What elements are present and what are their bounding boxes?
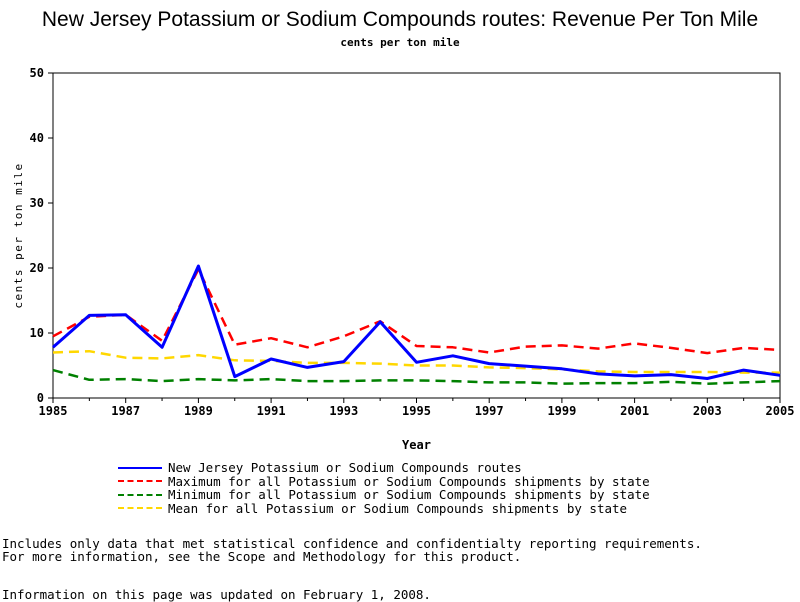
y-tick-label: 50 (30, 66, 44, 80)
legend-swatch (118, 466, 162, 469)
series-line-0 (52, 264, 781, 380)
legend-item: Minimum for all Potassium or Sodium Comp… (118, 487, 650, 503)
legend-swatch (118, 480, 162, 483)
x-tick-label: 1991 (257, 404, 286, 418)
series-line-2 (52, 368, 781, 385)
line-chart: 0 10 20 30 40 50 1985 1987 1989 1991 1993 1995 1997 1… (12, 66, 795, 452)
y-tick-label: 40 (30, 131, 44, 145)
x-tick-label: 1999 (547, 404, 576, 418)
plot-frame (52, 72, 781, 399)
footnote-updated: Information on this page was updated on … (2, 587, 431, 602)
x-tick-label: 1985 (39, 404, 68, 418)
footnote-confidence: Includes only data that met statistical … (2, 536, 702, 551)
x-tick-label: 1989 (184, 404, 213, 418)
legend-label: Minimum for all Potassium or Sodium Comp… (168, 487, 650, 503)
x-tick-label: 1993 (329, 404, 358, 418)
legend-label: Mean for all Potassium or Sodium Compoun… (168, 500, 628, 516)
series-line-1 (52, 268, 781, 355)
x-tick-label: 1987 (111, 404, 140, 418)
legend-item: Maximum for all Potassium or Sodium Comp… (118, 473, 650, 489)
series-line-3 (52, 349, 780, 374)
x-axis-label: Year (402, 438, 431, 452)
x-tick-label: 1995 (402, 404, 431, 418)
footnote-methodology: For more information, see the Scope and … (2, 549, 522, 564)
x-tick-label: 1997 (475, 404, 504, 418)
y-tick-label: 0 (37, 391, 44, 405)
y-tick-label: 20 (30, 261, 44, 275)
legend-item: Mean for all Potassium or Sodium Compoun… (118, 500, 650, 516)
legend-label: Maximum for all Potassium or Sodium Comp… (168, 473, 650, 489)
chart-title: New Jersey Potassium or Sodium Compounds… (41, 8, 759, 31)
x-tick-label: 2003 (693, 404, 722, 418)
legend-swatch (118, 507, 162, 510)
legend-swatch (118, 493, 162, 496)
x-tick-label: 2001 (620, 404, 649, 418)
chart-subtitle: cents per ton mile (340, 36, 460, 49)
y-tick-label: 30 (30, 196, 44, 210)
x-tick-label: 2005 (766, 404, 795, 418)
y-axis-label: cents per ton mile (12, 162, 25, 308)
y-tick-label: 10 (30, 326, 44, 340)
legend-label: New Jersey Potassium or Sodium Compounds… (168, 460, 522, 476)
legend-item: New Jersey Potassium or Sodium Compounds… (118, 460, 650, 476)
chart-legend: New Jersey Potassium or Sodium Compounds… (118, 460, 650, 516)
